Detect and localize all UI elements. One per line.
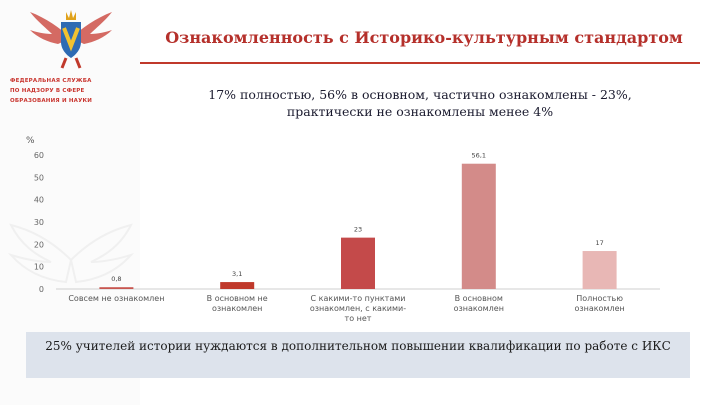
footer-note: 25% учителей истории нуждаются в дополни…	[26, 332, 690, 378]
y-tick-label: 30	[34, 218, 44, 227]
x-tick-label: ознакомлен	[212, 304, 262, 313]
x-tick-label: В основном не	[207, 294, 268, 303]
bar-value-label: 56,1	[472, 152, 486, 160]
bar	[341, 237, 375, 289]
title-divider	[140, 62, 700, 64]
y-tick-label: 0	[39, 285, 44, 294]
y-tick-label: 10	[34, 263, 44, 272]
x-tick-label: Полностью	[576, 294, 623, 303]
y-tick-label: 20	[34, 240, 44, 249]
bar	[220, 282, 255, 289]
bar	[461, 163, 496, 289]
x-tick-label: С какими-то пунктами	[311, 294, 406, 303]
x-tick-label: то нет	[345, 314, 372, 323]
bar	[582, 251, 617, 289]
organization-name: ФЕДЕРАЛЬНАЯ СЛУЖБА ПО НАДЗОРУ В СФЕРЕ ОБ…	[10, 78, 93, 104]
x-tick-label: В основном	[455, 294, 503, 303]
x-tick-label: Совсем не ознакомлен	[68, 294, 164, 303]
summary-text: 17% полностью, 56% в основном, частично …	[208, 87, 632, 119]
bar-value-label: 17	[595, 239, 603, 247]
bar	[99, 287, 134, 289]
y-tick-label: 50	[34, 173, 44, 182]
page-title: Ознакомленность с Историко-культурным ст…	[165, 28, 683, 47]
x-tick-label: ознакомлен	[574, 304, 624, 313]
bar-value-label: 3,1	[232, 270, 242, 278]
watermark-emblem-icon	[7, 223, 135, 284]
x-tick-label: ознакомлен	[454, 304, 504, 313]
bar-value-label: 23	[354, 226, 362, 234]
x-tick-label: ознакомлен, с какими-	[310, 304, 406, 313]
y-axis-label: %	[26, 136, 35, 146]
emblem-logo-icon	[30, 10, 112, 69]
y-tick-label: 60	[34, 151, 44, 160]
y-tick-label: 40	[34, 196, 44, 205]
bar-value-label: 0,8	[111, 275, 121, 283]
